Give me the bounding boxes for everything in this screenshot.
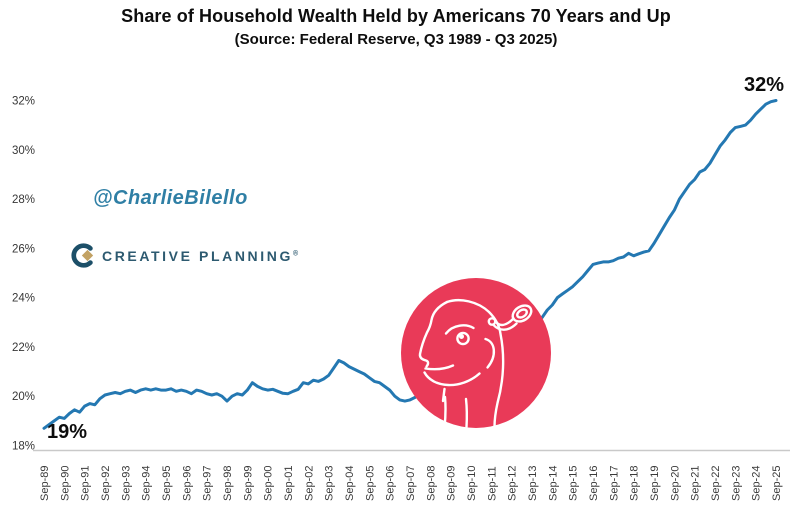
x-axis-tick-label: Sep-15 (568, 466, 580, 501)
x-axis-tick-label: Sep-01 (283, 466, 295, 501)
creative-planning-c-icon (71, 243, 94, 268)
creative-planning-logo: CREATIVE PLANNING® (70, 243, 298, 268)
y-axis-tick-label: 24% (12, 293, 35, 305)
ear-line (484, 337, 496, 369)
x-axis-tick-label: Sep-23 (730, 466, 742, 501)
x-axis-tick-label: Sep-14 (547, 466, 559, 501)
x-axis-tick-label: Sep-05 (364, 466, 376, 501)
y-axis-tick-label: 22% (12, 342, 35, 354)
y-axis-tick-label: 30% (12, 145, 35, 157)
eye-ring (456, 331, 470, 346)
chart-subtitle: (Source: Federal Reserve, Q3 1989 - Q3 2… (234, 31, 558, 48)
sticker-red-circle (401, 278, 551, 428)
x-axis-tick-label: Sep-13 (527, 466, 539, 501)
eye-pupil (459, 334, 464, 339)
skeptical-face-line-art (418, 298, 533, 429)
y-axis-tick-label: 26% (12, 243, 35, 255)
watermark-author-handle: @CharlieBilello (93, 187, 248, 209)
x-axis-tick-label: Sep-16 (588, 466, 600, 501)
x-axis-tick-label: Sep-04 (344, 466, 356, 501)
x-axis-tick-label: Sep-94 (141, 466, 153, 501)
x-axis-tick-label: Sep-89 (39, 466, 51, 501)
eyebrow-line (444, 324, 475, 335)
y-axis-tick-label: 32% (12, 96, 35, 108)
skeptical-face-sticker (401, 278, 551, 429)
x-axis-tick-label: Sep-21 (690, 466, 702, 501)
x-axis-tick-label: Sep-19 (649, 466, 661, 501)
x-axis-tick-label: Sep-08 (425, 466, 437, 501)
x-axis-tick-label: Sep-25 (771, 466, 783, 501)
x-axis-tick-label: Sep-91 (80, 466, 92, 501)
x-axis-tick-label: Sep-11 (486, 466, 498, 501)
y-axis-tick-label: 18% (12, 441, 35, 453)
chart-title: Share of Household Wealth Held by Americ… (121, 6, 671, 26)
x-axis-tick-label: Sep-03 (324, 466, 336, 501)
x-axis-tick-label: Sep-97 (202, 466, 214, 501)
x-axis-tick-label: Sep-17 (608, 466, 620, 501)
x-axis-tick-label: Sep-00 (263, 466, 275, 501)
x-axis-tick-label: Sep-09 (446, 466, 458, 501)
y-axis-tick-label: 20% (12, 391, 35, 403)
x-axis-tick-label: Sep-18 (629, 466, 641, 501)
x-axis-tick-label: Sep-20 (669, 466, 681, 501)
registered-mark: ® (292, 249, 299, 257)
x-axis-tick-label: Sep-22 (710, 466, 722, 501)
x-axis-tick-label: Sep-10 (466, 466, 478, 501)
monocle-icon (487, 304, 533, 331)
start-value-annotation: 19% (47, 421, 88, 443)
x-axis-tick-label: Sep-06 (385, 466, 397, 501)
y-axis-tick-label: 28% (12, 194, 35, 206)
x-axis-tick-label: Sep-96 (181, 466, 193, 501)
x-axis-tick-label: Sep-24 (751, 466, 763, 501)
x-axis-tick-label: Sep-95 (161, 466, 173, 501)
end-value-annotation: 32% (744, 74, 785, 96)
x-axis-tick-label: Sep-02 (303, 466, 315, 501)
x-axis-tick-label: Sep-92 (100, 466, 112, 501)
x-axis-tick-label: Sep-93 (120, 466, 132, 501)
x-axis-tick-label: Sep-98 (222, 466, 234, 501)
wealth-share-series-line (42, 99, 778, 430)
x-axis-tick-label: Sep-90 (59, 466, 71, 501)
x-axis-tick-label: Sep-07 (405, 466, 417, 501)
x-axis-tick-label: Sep-12 (507, 466, 519, 501)
creative-planning-logo-text: CREATIVE PLANNING® (102, 247, 299, 264)
x-axis-tick-label: Sep-99 (242, 466, 254, 501)
